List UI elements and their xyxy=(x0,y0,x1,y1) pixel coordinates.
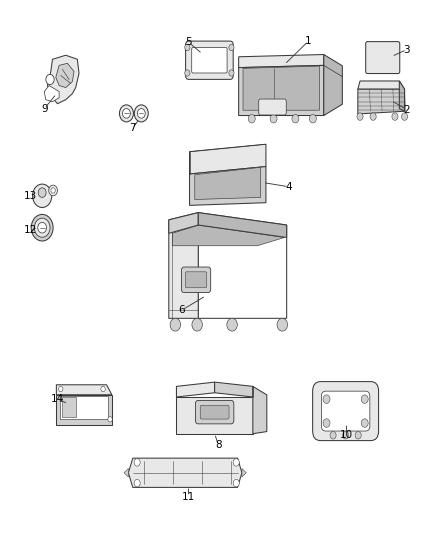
Circle shape xyxy=(185,44,190,51)
Circle shape xyxy=(59,386,63,392)
Polygon shape xyxy=(198,213,287,238)
Circle shape xyxy=(120,105,134,122)
FancyBboxPatch shape xyxy=(200,405,229,419)
Circle shape xyxy=(34,218,50,237)
Polygon shape xyxy=(324,54,343,116)
Circle shape xyxy=(32,184,52,207)
Circle shape xyxy=(38,222,46,233)
Circle shape xyxy=(123,109,131,118)
Circle shape xyxy=(343,432,349,439)
FancyBboxPatch shape xyxy=(185,272,207,288)
Circle shape xyxy=(361,419,368,427)
Circle shape xyxy=(229,44,234,51)
Polygon shape xyxy=(124,469,128,477)
Polygon shape xyxy=(62,398,76,417)
FancyBboxPatch shape xyxy=(181,267,211,293)
Circle shape xyxy=(357,113,363,120)
Polygon shape xyxy=(243,66,319,110)
Text: 1: 1 xyxy=(305,36,312,46)
Circle shape xyxy=(233,479,239,487)
Circle shape xyxy=(185,70,190,76)
Polygon shape xyxy=(44,85,59,102)
Circle shape xyxy=(277,318,288,331)
FancyBboxPatch shape xyxy=(366,42,400,74)
Circle shape xyxy=(38,188,46,197)
Circle shape xyxy=(370,113,376,120)
FancyBboxPatch shape xyxy=(192,47,227,73)
Circle shape xyxy=(31,214,53,241)
Circle shape xyxy=(101,386,105,392)
Polygon shape xyxy=(177,397,253,434)
Circle shape xyxy=(292,115,299,123)
Circle shape xyxy=(192,318,202,331)
Polygon shape xyxy=(239,66,324,116)
Polygon shape xyxy=(190,144,266,174)
Circle shape xyxy=(355,432,361,439)
Circle shape xyxy=(46,75,54,85)
Circle shape xyxy=(309,115,316,123)
Circle shape xyxy=(227,318,237,331)
Circle shape xyxy=(134,479,140,487)
Circle shape xyxy=(170,318,180,331)
Circle shape xyxy=(248,115,255,123)
Polygon shape xyxy=(239,54,324,68)
Polygon shape xyxy=(60,396,108,419)
Circle shape xyxy=(323,419,330,427)
Text: 5: 5 xyxy=(185,37,192,47)
Polygon shape xyxy=(57,385,112,395)
Text: 6: 6 xyxy=(179,305,185,315)
FancyBboxPatch shape xyxy=(186,41,233,79)
Circle shape xyxy=(108,417,112,422)
Polygon shape xyxy=(358,81,405,89)
Polygon shape xyxy=(215,382,253,397)
Circle shape xyxy=(361,395,368,403)
Text: 8: 8 xyxy=(215,440,222,450)
Text: 4: 4 xyxy=(286,182,292,192)
Circle shape xyxy=(51,188,55,193)
Circle shape xyxy=(229,70,234,76)
Polygon shape xyxy=(195,167,261,199)
Polygon shape xyxy=(253,386,267,434)
Polygon shape xyxy=(399,81,405,111)
Circle shape xyxy=(134,105,148,122)
Text: 9: 9 xyxy=(41,103,48,114)
FancyBboxPatch shape xyxy=(195,400,234,424)
Text: 7: 7 xyxy=(129,123,136,133)
Text: 10: 10 xyxy=(340,430,353,440)
Polygon shape xyxy=(190,166,266,205)
Polygon shape xyxy=(172,225,285,246)
Circle shape xyxy=(134,459,140,466)
Polygon shape xyxy=(47,55,79,104)
Circle shape xyxy=(270,115,277,123)
Circle shape xyxy=(49,185,57,196)
Circle shape xyxy=(392,113,398,120)
Circle shape xyxy=(330,432,336,439)
Text: 14: 14 xyxy=(51,394,64,405)
Text: 2: 2 xyxy=(403,104,410,115)
Text: 3: 3 xyxy=(403,45,410,54)
Polygon shape xyxy=(242,469,246,477)
Polygon shape xyxy=(57,395,112,425)
Circle shape xyxy=(402,113,408,120)
Polygon shape xyxy=(177,382,215,397)
Circle shape xyxy=(323,395,330,403)
Text: 13: 13 xyxy=(24,191,37,201)
Polygon shape xyxy=(56,63,74,87)
Polygon shape xyxy=(169,213,198,233)
Polygon shape xyxy=(128,458,242,487)
Text: 11: 11 xyxy=(182,491,195,502)
FancyBboxPatch shape xyxy=(321,391,370,431)
Polygon shape xyxy=(358,89,405,114)
Text: 12: 12 xyxy=(24,225,37,236)
Polygon shape xyxy=(169,213,198,318)
Circle shape xyxy=(138,109,145,118)
Circle shape xyxy=(233,459,239,466)
Polygon shape xyxy=(198,213,287,318)
Polygon shape xyxy=(40,194,44,201)
FancyBboxPatch shape xyxy=(259,99,286,115)
FancyBboxPatch shape xyxy=(313,382,378,441)
